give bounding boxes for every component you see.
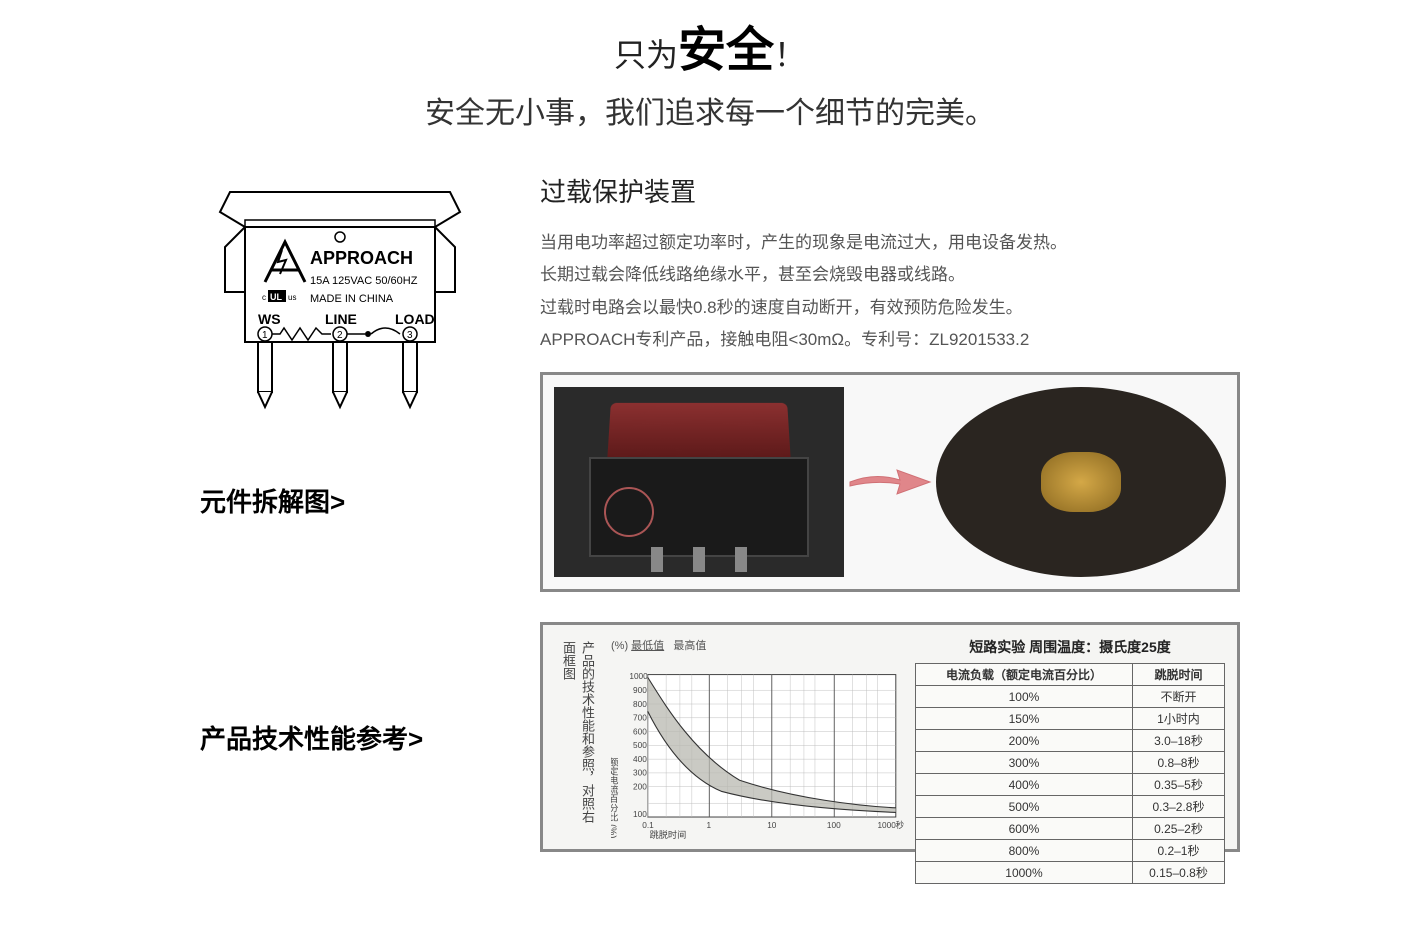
performance-label: 产品技术性能参考> bbox=[200, 719, 500, 756]
header: 只为安全！ 安全无小事，我们追求每一个细节的完美。 bbox=[0, 10, 1420, 132]
right-column: 过载保护装置 当用电功率超过额定功率时，产生的现象是电流过大，用电设备发热。 长… bbox=[540, 172, 1240, 852]
switch-photo bbox=[554, 387, 844, 577]
terminal-load: LOAD bbox=[395, 311, 435, 327]
spec-table-title: 短路实验 周围温度：摄氏度25度 bbox=[915, 637, 1225, 657]
page-title: 只为安全！ bbox=[0, 10, 1420, 80]
rocker-icon bbox=[607, 403, 791, 462]
x-axis: 0.1 1 10 100 1000秒 bbox=[642, 820, 904, 830]
overload-text: 当用电功率超过额定功率时，产生的现象是电流过大，用电设备发热。 长期过载会降低线… bbox=[540, 227, 1240, 356]
svg-text:200: 200 bbox=[633, 783, 647, 792]
highlight-circle-icon bbox=[604, 487, 654, 537]
svg-text:0.1: 0.1 bbox=[642, 821, 654, 830]
svg-text:1000: 1000 bbox=[629, 672, 648, 681]
disassembly-label: 元件拆解图> bbox=[200, 482, 500, 519]
overload-line-3: APPROACH专利产品，接触电阻<30mΩ。专利号：ZL9201533.2 bbox=[540, 324, 1240, 356]
x-axis-label: 跳脱时间 bbox=[650, 829, 687, 840]
table-row: 500%0.3–2.8秒 bbox=[916, 796, 1225, 818]
svg-text:600: 600 bbox=[633, 728, 647, 737]
mechanism-icon bbox=[1041, 452, 1121, 512]
svg-text:800: 800 bbox=[633, 700, 647, 709]
table-row: 100%不断开 bbox=[916, 686, 1225, 708]
svg-text:1: 1 bbox=[707, 821, 712, 830]
ul-mark: UL bbox=[270, 292, 282, 302]
svg-text:900: 900 bbox=[633, 686, 647, 695]
page-subtitle: 安全无小事，我们追求每一个细节的完美。 bbox=[0, 88, 1420, 132]
svg-text:300: 300 bbox=[633, 769, 647, 778]
table-row: 600%0.25–2秒 bbox=[916, 818, 1225, 840]
chart-legend: (%) 最低值 最高值 bbox=[611, 637, 905, 653]
legend-unit: (%) bbox=[611, 640, 628, 652]
title-prefix: 只为 bbox=[614, 37, 678, 73]
table-row: 1000%0.15–0.8秒 bbox=[916, 862, 1225, 884]
brand-text: APPROACH bbox=[310, 248, 413, 268]
terminal-1-num: 1 bbox=[262, 330, 268, 341]
chart-svg: 1000 900 800 700 600 500 400 300 200 100 bbox=[611, 655, 905, 855]
overload-line-2: 过载时电路会以最快0.8秒的速度自动断开，有效预防危险发生。 bbox=[540, 292, 1240, 324]
col-time: 跳脱时间 bbox=[1132, 664, 1224, 686]
table-row: 400%0.35–5秒 bbox=[916, 774, 1225, 796]
overload-title: 过载保护装置 bbox=[540, 172, 1240, 209]
y-axis-label: 额定电流百分比 (%) bbox=[611, 757, 618, 839]
table-header-row: 电流负载（额定电流百分比） 跳脱时间 bbox=[916, 664, 1225, 686]
svg-text:100: 100 bbox=[633, 810, 647, 819]
chart-side-text: 产品的技术性能和参照，对照右面框图 bbox=[555, 637, 601, 837]
overload-line-1: 长期过载会降低线路绝缘水平，甚至会烧毁电器或线路。 bbox=[540, 259, 1240, 291]
col-load: 电流负载（额定电流百分比） bbox=[916, 664, 1133, 686]
switch-diagram: APPROACH 15A 125VAC 50/60HZ MADE IN CHIN… bbox=[200, 172, 480, 432]
svg-text:700: 700 bbox=[633, 714, 647, 723]
trip-curve-chart: (%) 最低值 最高值 1000 900 800 700 6 bbox=[611, 637, 905, 837]
main-content: APPROACH 15A 125VAC 50/60HZ MADE IN CHIN… bbox=[0, 172, 1420, 852]
y-axis: 1000 900 800 700 600 500 400 300 200 100 bbox=[629, 672, 648, 819]
left-column: APPROACH 15A 125VAC 50/60HZ MADE IN CHIN… bbox=[200, 172, 500, 852]
page-container: 只为安全！ 安全无小事，我们追求每一个细节的完美。 bbox=[0, 0, 1420, 862]
terminal-ws: WS bbox=[258, 311, 281, 327]
table-row: 300%0.8–8秒 bbox=[916, 752, 1225, 774]
spec-table-area: 短路实验 周围温度：摄氏度25度 电流负载（额定电流百分比） 跳脱时间 100%… bbox=[915, 637, 1225, 837]
svg-text:10: 10 bbox=[767, 821, 777, 830]
terminal-line: LINE bbox=[325, 311, 357, 327]
svg-text:100: 100 bbox=[827, 821, 841, 830]
arrow-icon bbox=[845, 462, 935, 502]
svg-text:500: 500 bbox=[633, 741, 647, 750]
terminal-3-num: 3 bbox=[407, 330, 413, 341]
performance-chart-panel: 产品的技术性能和参照，对照右面框图 (%) 最低值 最高值 1000 900 bbox=[540, 622, 1240, 852]
spec-text: 15A 125VAC 50/60HZ bbox=[310, 275, 418, 287]
table-row: 800%0.2–1秒 bbox=[916, 840, 1225, 862]
title-emphasis: 安全 bbox=[678, 24, 774, 77]
svg-text:1000秒: 1000秒 bbox=[877, 820, 904, 830]
ul-sub: us bbox=[288, 293, 296, 302]
ul-prefix: c bbox=[262, 293, 266, 302]
zoom-photo bbox=[936, 387, 1226, 577]
spec-table-body: 100%不断开 150%1小时内 200%3.0–18秒 300%0.8–8秒 … bbox=[916, 686, 1225, 884]
pins-icon bbox=[651, 547, 747, 572]
legend-high: 最高值 bbox=[673, 640, 706, 652]
switch-svg: APPROACH 15A 125VAC 50/60HZ MADE IN CHIN… bbox=[200, 172, 480, 432]
origin-text: MADE IN CHINA bbox=[310, 293, 394, 305]
title-suffix: ！ bbox=[774, 37, 806, 73]
overload-line-0: 当用电功率超过额定功率时，产生的现象是电流过大，用电设备发热。 bbox=[540, 227, 1240, 259]
spec-table: 电流负载（额定电流百分比） 跳脱时间 100%不断开 150%1小时内 200%… bbox=[915, 663, 1225, 884]
table-row: 200%3.0–18秒 bbox=[916, 730, 1225, 752]
svg-text:400: 400 bbox=[633, 755, 647, 764]
table-row: 150%1小时内 bbox=[916, 708, 1225, 730]
legend-low: 最低值 bbox=[631, 640, 664, 652]
disassembly-photo-panel bbox=[540, 372, 1240, 592]
terminal-2-num: 2 bbox=[337, 330, 343, 341]
